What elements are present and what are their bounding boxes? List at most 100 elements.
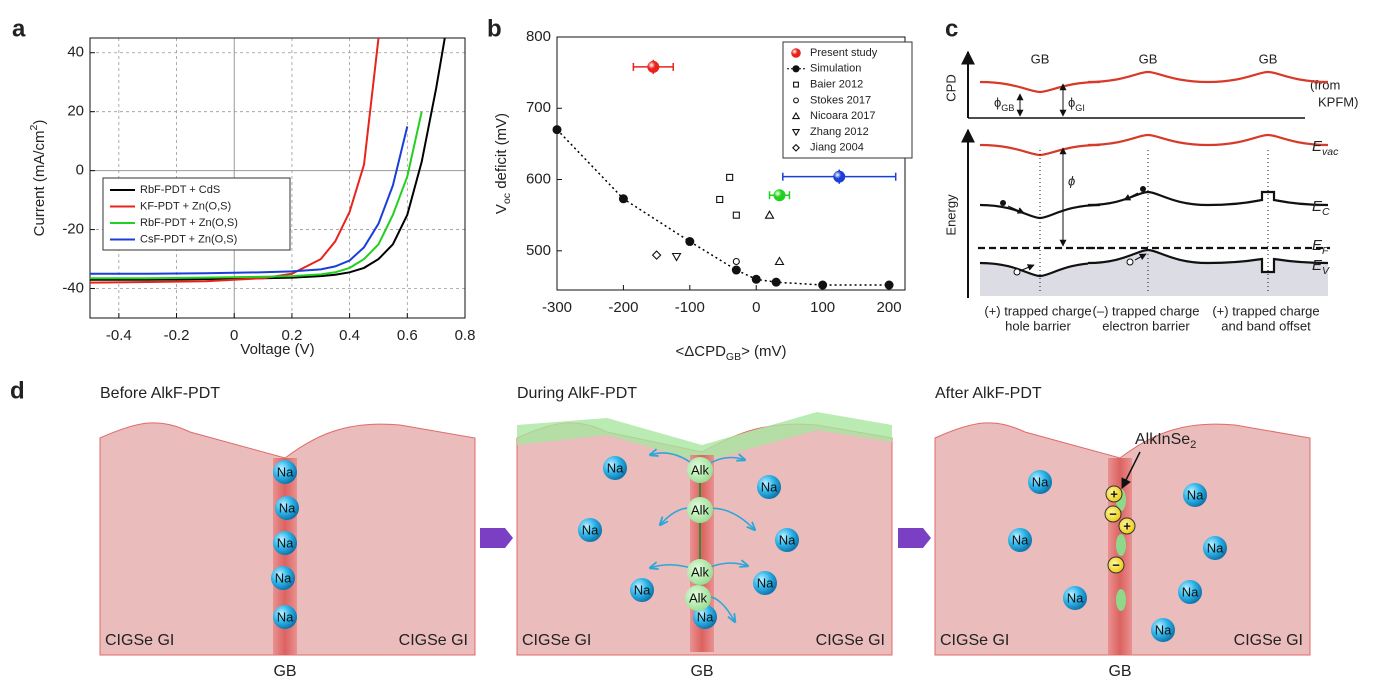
atom xyxy=(753,571,777,595)
marker xyxy=(732,257,740,266)
y-tick-label: 500 xyxy=(526,242,551,259)
caption: (+) trapped charge xyxy=(984,303,1091,318)
axis-label: CPD xyxy=(943,74,958,101)
drift-arrow xyxy=(1007,205,1025,214)
x-tick-label: -0.4 xyxy=(106,327,132,344)
legend-label: Simulation xyxy=(810,63,861,75)
x-tick-label: 0.8 xyxy=(455,327,476,344)
evac-curve xyxy=(1207,133,1329,147)
atom-label: Na xyxy=(779,532,796,547)
marker xyxy=(884,280,894,290)
level-label-part: E xyxy=(1312,237,1323,254)
legend-box xyxy=(782,41,913,159)
phi-gi: ϕGI xyxy=(1068,95,1085,113)
band-fill xyxy=(1088,250,1208,296)
gi-label: CIGSe GI xyxy=(522,632,591,649)
y-axis-label-part: oc xyxy=(501,193,513,204)
phi: ϕ xyxy=(1068,173,1075,188)
caption: electron barrier xyxy=(1102,318,1190,333)
atom-label: Na xyxy=(582,522,599,537)
y-tick-label: -40 xyxy=(62,279,84,296)
ec-curve xyxy=(1207,190,1329,207)
legend-label: Present study xyxy=(810,47,878,59)
legend-label: RbF-PDT + CdS xyxy=(140,184,220,196)
atom-label: Alk xyxy=(691,502,710,517)
atom-label: Na xyxy=(1032,474,1049,489)
atom-label: Na xyxy=(1012,532,1029,547)
surface-layer xyxy=(517,412,892,462)
level-label: Evac xyxy=(1312,138,1339,158)
phi-gi-part: ϕ xyxy=(1068,95,1075,110)
marker xyxy=(791,48,801,58)
atom xyxy=(687,457,713,483)
x-axis-label-part: <ΔCPD xyxy=(675,343,726,360)
marker xyxy=(791,129,801,137)
step-arrow xyxy=(480,528,513,548)
marker xyxy=(793,81,799,88)
x-tick-label: -0.2 xyxy=(164,327,190,344)
drift-arrow xyxy=(1021,264,1035,271)
atom-label: Na xyxy=(607,460,624,475)
legend-label: KF-PDT + Zn(O,S) xyxy=(140,200,231,212)
precipitate xyxy=(1116,534,1126,556)
charge xyxy=(1104,505,1122,523)
y-tick-label: -20 xyxy=(62,221,84,238)
pointer xyxy=(1121,451,1141,489)
level-label-part: V xyxy=(1322,265,1330,277)
atom xyxy=(1028,470,1052,494)
atom-label: Na xyxy=(634,582,651,597)
marker xyxy=(792,143,800,152)
atom-label: Na xyxy=(1067,590,1084,605)
atom xyxy=(1008,528,1032,552)
marker xyxy=(764,210,775,219)
panel-label: a xyxy=(12,15,26,42)
atom-label: Na xyxy=(757,575,774,590)
data-line xyxy=(90,111,423,280)
fit-line xyxy=(556,129,890,286)
marker xyxy=(751,274,761,284)
level-label-part: C xyxy=(1322,206,1330,218)
y-axis-label-part: V xyxy=(493,204,510,214)
marker xyxy=(792,65,800,73)
band-fill xyxy=(1208,259,1328,296)
gb-label: GB xyxy=(273,663,296,680)
legend-label: RbF-PDT + Zn(O,S) xyxy=(140,217,238,229)
atom-label: Na xyxy=(275,570,292,585)
level-label: EF xyxy=(1312,237,1329,257)
gi-label: CIGSe GI xyxy=(1234,632,1303,649)
level-label-part: E xyxy=(1312,257,1323,274)
marker xyxy=(791,111,801,120)
drift-arrow xyxy=(1123,192,1139,201)
atom xyxy=(687,497,713,523)
data-line xyxy=(90,126,409,275)
ec-curve xyxy=(1087,190,1209,207)
atom-label: Na xyxy=(277,609,294,624)
precipitate xyxy=(1116,589,1126,611)
gb-label: GB xyxy=(1031,51,1050,66)
y-axis-label-part: Current (mA/cm xyxy=(31,131,48,237)
atom-label: Na xyxy=(277,464,294,479)
atom xyxy=(1178,580,1202,604)
x-axis-label: Voltage (V) xyxy=(240,341,314,358)
atom xyxy=(273,460,297,484)
note: KPFM) xyxy=(1318,94,1358,109)
charge-label: − xyxy=(1112,557,1120,572)
panel-title: During AlkF-PDT xyxy=(517,385,637,402)
atom xyxy=(271,566,295,590)
atom xyxy=(630,578,654,602)
hole xyxy=(1013,268,1021,276)
compound-label-part: 2 xyxy=(1190,439,1196,451)
atom xyxy=(1203,536,1227,560)
x-tick-label: 100 xyxy=(810,299,835,316)
panel-title: After AlkF-PDT xyxy=(935,385,1042,402)
ev-curve xyxy=(1207,257,1329,274)
level-label: EV xyxy=(1312,257,1330,277)
caption: hole barrier xyxy=(1005,318,1071,333)
atom-label: Na xyxy=(761,479,778,494)
x-tick-label: -100 xyxy=(675,299,705,316)
electron xyxy=(1140,186,1146,192)
evac-curve xyxy=(1087,133,1209,147)
atom-label: Na xyxy=(1207,540,1224,555)
ev-curve xyxy=(979,261,1101,278)
marker xyxy=(793,97,799,104)
